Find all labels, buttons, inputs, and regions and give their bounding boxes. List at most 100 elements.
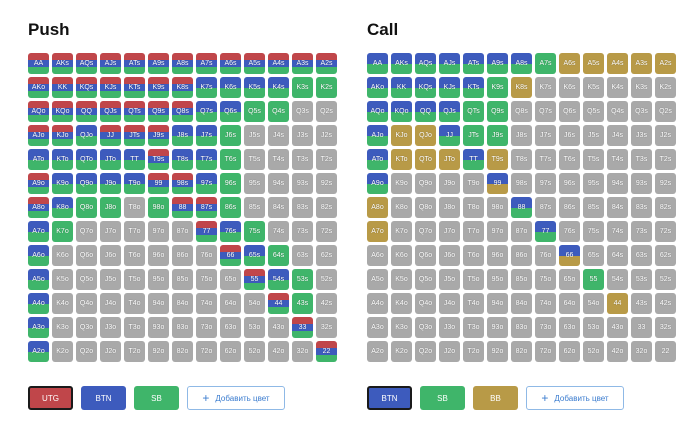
hand-cell[interactable]: AQs (415, 53, 436, 74)
hand-cell[interactable]: Q2o (415, 341, 436, 362)
hand-cell[interactable]: T7s (535, 149, 556, 170)
hand-cell[interactable]: A9o (367, 173, 388, 194)
hand-cell[interactable]: 64s (268, 245, 289, 266)
hand-cell[interactable]: K7s (535, 77, 556, 98)
hand-cell[interactable]: 32s (655, 317, 676, 338)
hand-cell[interactable]: T3o (124, 317, 145, 338)
hand-cell[interactable]: Q3s (292, 101, 313, 122)
hand-cell[interactable]: AQs (76, 53, 97, 74)
hand-cell[interactable]: J8o (100, 197, 121, 218)
hand-cell[interactable]: A5o (367, 269, 388, 290)
hand-cell[interactable]: J7s (196, 125, 217, 146)
hand-cell[interactable]: Q8o (415, 197, 436, 218)
hand-cell[interactable]: QQ (415, 101, 436, 122)
hand-cell[interactable]: K6s (559, 77, 580, 98)
hand-cell[interactable]: TT (124, 149, 145, 170)
hand-cell[interactable]: JTo (439, 149, 460, 170)
hand-cell[interactable]: Q2s (316, 101, 337, 122)
hand-cell[interactable]: T6o (463, 245, 484, 266)
hand-cell[interactable]: J5s (244, 125, 265, 146)
hand-cell[interactable]: T5o (463, 269, 484, 290)
hand-cell[interactable]: J3o (439, 317, 460, 338)
hand-cell[interactable]: K2o (391, 341, 412, 362)
hand-cell[interactable]: JTo (100, 149, 121, 170)
hand-cell[interactable]: Q5s (244, 101, 265, 122)
hand-cell[interactable]: T6s (559, 149, 580, 170)
hand-cell[interactable]: Q3o (415, 317, 436, 338)
hand-cell[interactable]: ATs (124, 53, 145, 74)
hand-cell[interactable]: 64o (220, 293, 241, 314)
hand-cell[interactable]: 83o (511, 317, 532, 338)
hand-cell[interactable]: QTs (124, 101, 145, 122)
hand-cell[interactable]: Q4s (607, 101, 628, 122)
hand-cell[interactable]: 74s (607, 221, 628, 242)
hand-cell[interactable]: 96s (559, 173, 580, 194)
hand-cell[interactable]: 82o (172, 341, 193, 362)
hand-cell[interactable]: 42s (316, 293, 337, 314)
hand-cell[interactable]: 99 (487, 173, 508, 194)
hand-cell[interactable]: 86o (511, 245, 532, 266)
hand-cell[interactable]: K5s (244, 77, 265, 98)
hand-cell[interactable]: 75s (244, 221, 265, 242)
hand-cell[interactable]: 54s (268, 269, 289, 290)
hand-cell[interactable]: T6s (220, 149, 241, 170)
hand-cell[interactable]: A6s (559, 53, 580, 74)
hand-cell[interactable]: K4o (52, 293, 73, 314)
hand-cell[interactable]: 73s (631, 221, 652, 242)
hand-cell[interactable]: K7s (196, 77, 217, 98)
hand-cell[interactable]: J2s (316, 125, 337, 146)
hand-cell[interactable]: Q7s (196, 101, 217, 122)
hand-cell[interactable]: A2s (655, 53, 676, 74)
hand-cell[interactable]: Q5s (583, 101, 604, 122)
hand-cell[interactable]: 76s (559, 221, 580, 242)
hand-cell[interactable]: 66 (220, 245, 241, 266)
hand-cell[interactable]: 63s (292, 245, 313, 266)
hand-cell[interactable]: J3s (292, 125, 313, 146)
hand-cell[interactable]: T9s (148, 149, 169, 170)
hand-cell[interactable]: 32o (292, 341, 313, 362)
hand-cell[interactable]: KTo (391, 149, 412, 170)
hand-cell[interactable]: 43o (268, 317, 289, 338)
hand-cell[interactable]: A4s (268, 53, 289, 74)
hand-cell[interactable]: J6s (220, 125, 241, 146)
hand-cell[interactable]: A2o (367, 341, 388, 362)
hand-cell[interactable]: J9o (100, 173, 121, 194)
hand-cell[interactable]: JTs (124, 125, 145, 146)
hand-cell[interactable]: 66 (559, 245, 580, 266)
hand-cell[interactable]: K2o (52, 341, 73, 362)
hand-cell[interactable]: A5s (583, 53, 604, 74)
hand-cell[interactable]: T4o (124, 293, 145, 314)
hand-cell[interactable]: K4o (391, 293, 412, 314)
hand-cell[interactable]: 43o (607, 317, 628, 338)
hand-cell[interactable]: J2o (100, 341, 121, 362)
hand-cell[interactable]: A2o (28, 341, 49, 362)
hand-cell[interactable]: J5o (100, 269, 121, 290)
hand-cell[interactable]: KQo (391, 101, 412, 122)
hand-cell[interactable]: 52s (655, 269, 676, 290)
hand-cell[interactable]: 63o (220, 317, 241, 338)
hand-cell[interactable]: Q9o (76, 173, 97, 194)
hand-cell[interactable]: 96o (487, 245, 508, 266)
hand-cell[interactable]: J9s (148, 125, 169, 146)
hand-cell[interactable]: QTo (415, 149, 436, 170)
hand-cell[interactable]: K2s (655, 77, 676, 98)
hand-cell[interactable]: A7o (28, 221, 49, 242)
hand-cell[interactable]: 83s (292, 197, 313, 218)
hand-cell[interactable]: 82s (655, 197, 676, 218)
hand-cell[interactable]: A9s (148, 53, 169, 74)
hand-cell[interactable]: Q8s (172, 101, 193, 122)
hand-cell[interactable]: 53s (631, 269, 652, 290)
hand-cell[interactable]: Q4o (76, 293, 97, 314)
hand-cell[interactable]: 42s (655, 293, 676, 314)
hand-cell[interactable]: 87s (535, 197, 556, 218)
hand-cell[interactable]: K8o (52, 197, 73, 218)
hand-cell[interactable]: 54s (607, 269, 628, 290)
hand-cell[interactable]: 82o (511, 341, 532, 362)
hand-cell[interactable]: 75s (583, 221, 604, 242)
hand-cell[interactable]: 52s (316, 269, 337, 290)
hand-cell[interactable]: A3o (367, 317, 388, 338)
hand-cell[interactable]: KJs (100, 77, 121, 98)
hand-cell[interactable]: 54o (583, 293, 604, 314)
hand-cell[interactable]: 95o (148, 269, 169, 290)
hand-cell[interactable]: T2o (463, 341, 484, 362)
